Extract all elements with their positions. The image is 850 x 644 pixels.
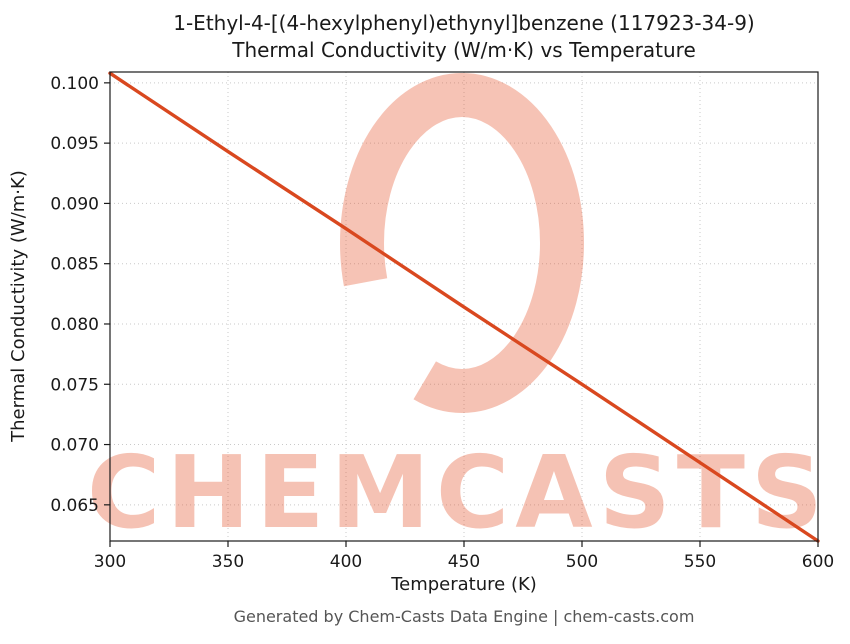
y-tick-label: 0.070: [50, 436, 99, 456]
x-tick-label: 350: [212, 552, 244, 572]
y-tick-label: 0.080: [50, 315, 99, 335]
y-axis-label: Thermal Conductivity (W/m·K): [8, 170, 29, 443]
x-axis-label: Temperature (K): [390, 574, 537, 595]
y-tick-label: 0.100: [50, 74, 99, 94]
axis-layer: 300 350 400 450 500 550 600 0.065 0.070 0.075 0.08…: [50, 71, 834, 572]
watermark-text: CHEMCASTS: [87, 434, 829, 551]
series-layer: [108, 71, 820, 543]
y-tick-label: 0.090: [50, 194, 99, 214]
y-tick-label: 0.075: [50, 375, 99, 395]
chart-title-line2: Thermal Conductivity (W/m·K) vs Temperat…: [231, 38, 696, 62]
x-tick-label: 500: [566, 552, 598, 572]
x-tick-label: 300: [94, 552, 126, 572]
y-tick-label: 0.065: [50, 496, 99, 516]
y-tick-label: 0.085: [50, 255, 99, 275]
x-tick-label: 550: [684, 552, 716, 572]
footer-text: Generated by Chem-Casts Data Engine | ch…: [234, 607, 695, 626]
y-tick-label: 0.095: [50, 134, 99, 154]
watermark: CHEMCASTS: [87, 73, 829, 551]
x-tick-label: 600: [802, 552, 834, 572]
chart-title-line1: 1-Ethyl-4-[(4-hexylphenyl)ethynyl]benzen…: [173, 11, 755, 35]
x-tick-label: 450: [448, 552, 480, 572]
series-line: [108, 71, 820, 543]
chemcasts-logo-icon: [340, 73, 584, 413]
x-tick-label: 400: [330, 552, 362, 572]
